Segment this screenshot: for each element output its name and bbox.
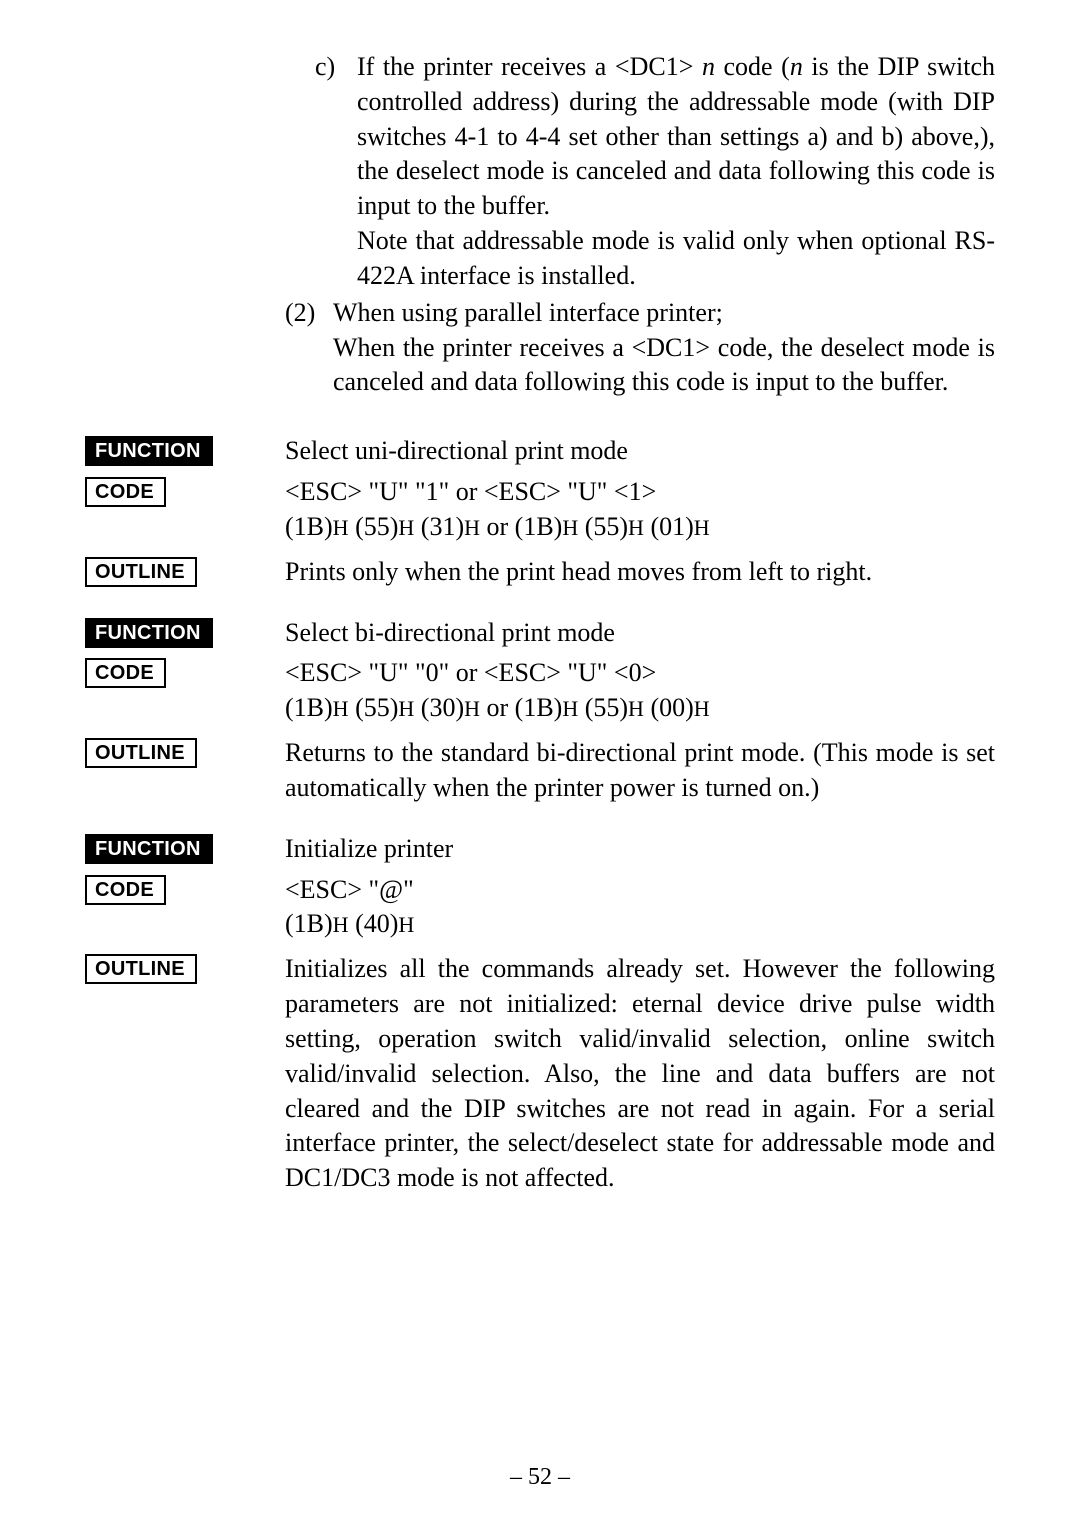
- item-c-n2: n: [790, 52, 803, 81]
- item-c-n1: n: [702, 52, 715, 81]
- hex-h: H: [333, 515, 349, 540]
- hex-p: (30): [414, 693, 464, 722]
- function-text-2: Select bi-directional print mode: [285, 616, 995, 651]
- code-text-3: <ESC> "@" (1B)H (40)H: [285, 873, 995, 943]
- item-2: (2) When using parallel interface printe…: [285, 296, 995, 331]
- item-c-text-1: If the printer receives a <DC1>: [357, 52, 702, 81]
- intro-block: c) If the printer receives a <DC1> n cod…: [285, 50, 995, 400]
- label-col: FUNCTION: [85, 616, 285, 648]
- code-line-3b: (1B)H (40)H: [285, 907, 995, 942]
- item-2-indent: When the printer receives a <DC1> code, …: [333, 331, 995, 401]
- function-label: FUNCTION: [85, 618, 213, 648]
- page-number: – 52 –: [0, 1464, 1080, 1491]
- hex-p: (55): [578, 693, 628, 722]
- label-col: CODE: [85, 656, 285, 688]
- outline-label: OUTLINE: [85, 557, 197, 587]
- hex-h: H: [694, 515, 710, 540]
- item-2-body: When using parallel interface printer;: [333, 296, 723, 331]
- row-outline-3: OUTLINE Initializes all the commands alr…: [85, 952, 995, 1196]
- label-col: CODE: [85, 873, 285, 905]
- hex-p: (01): [644, 512, 694, 541]
- row-outline-2: OUTLINE Returns to the standard bi-direc…: [85, 736, 995, 806]
- label-col: FUNCTION: [85, 832, 285, 864]
- hex-p: (55): [578, 512, 628, 541]
- section-unidirectional: FUNCTION Select uni-directional print mo…: [85, 434, 995, 589]
- code-label: CODE: [85, 477, 166, 507]
- section-initialize: FUNCTION Initialize printer CODE <ESC> "…: [85, 832, 995, 1196]
- code-line-1b: (1B)H (55)H (31)H or (1B)H (55)H (01)H: [285, 510, 995, 545]
- outline-text-1: Prints only when the print head moves fr…: [285, 555, 995, 590]
- code-line-2b: (1B)H (55)H (30)H or (1B)H (55)H (00)H: [285, 691, 995, 726]
- code-line-3a: <ESC> "@": [285, 873, 995, 908]
- hex-p: (1B): [285, 909, 333, 938]
- label-col: OUTLINE: [85, 952, 285, 984]
- hex-p: or (1B): [480, 512, 562, 541]
- hex-h: H: [628, 515, 644, 540]
- hex-h: H: [464, 696, 480, 721]
- hex-h: H: [398, 696, 414, 721]
- hex-p: (00): [644, 693, 694, 722]
- hex-h: H: [562, 696, 578, 721]
- label-col: OUTLINE: [85, 555, 285, 587]
- label-col: OUTLINE: [85, 736, 285, 768]
- hex-h: H: [694, 696, 710, 721]
- code-label: CODE: [85, 658, 166, 688]
- hex-h: H: [333, 696, 349, 721]
- hex-p: (55): [349, 512, 399, 541]
- row-function-1: FUNCTION Select uni-directional print mo…: [85, 434, 995, 469]
- hex-p: (40): [349, 909, 399, 938]
- hex-p: (1B): [285, 512, 333, 541]
- row-function-2: FUNCTION Select bi-directional print mod…: [85, 616, 995, 651]
- function-label: FUNCTION: [85, 436, 213, 466]
- item-c-text-4: Note that addressable mode is valid only…: [357, 224, 995, 294]
- hex-h: H: [333, 912, 349, 937]
- code-text-2: <ESC> "U" "0" or <ESC> "U" <0> (1B)H (55…: [285, 656, 995, 726]
- item-c: c) If the printer receives a <DC1> n cod…: [315, 50, 995, 294]
- hex-h: H: [562, 515, 578, 540]
- row-code-1: CODE <ESC> "U" "1" or <ESC> "U" <1> (1B)…: [85, 475, 995, 545]
- hex-h: H: [398, 515, 414, 540]
- hex-p: or (1B): [480, 693, 562, 722]
- outline-text-3: Initializes all the commands already set…: [285, 952, 995, 1196]
- row-outline-1: OUTLINE Prints only when the print head …: [85, 555, 995, 590]
- row-function-3: FUNCTION Initialize printer: [85, 832, 995, 867]
- hex-p: (1B): [285, 693, 333, 722]
- hex-p: (31): [414, 512, 464, 541]
- hex-h: H: [398, 912, 414, 937]
- function-text-3: Initialize printer: [285, 832, 995, 867]
- item-c-marker: c): [315, 50, 347, 294]
- code-label: CODE: [85, 875, 166, 905]
- item-c-text-2: code (: [715, 52, 790, 81]
- function-label: FUNCTION: [85, 834, 213, 864]
- outline-label: OUTLINE: [85, 738, 197, 768]
- outline-label: OUTLINE: [85, 954, 197, 984]
- label-col: FUNCTION: [85, 434, 285, 466]
- row-code-3: CODE <ESC> "@" (1B)H (40)H: [85, 873, 995, 943]
- hex-p: (55): [349, 693, 399, 722]
- row-code-2: CODE <ESC> "U" "0" or <ESC> "U" <0> (1B)…: [85, 656, 995, 726]
- hex-h: H: [464, 515, 480, 540]
- code-text-1: <ESC> "U" "1" or <ESC> "U" <1> (1B)H (55…: [285, 475, 995, 545]
- label-col: CODE: [85, 475, 285, 507]
- function-text-1: Select uni-directional print mode: [285, 434, 995, 469]
- code-line-1a: <ESC> "U" "1" or <ESC> "U" <1>: [285, 475, 995, 510]
- section-bidirectional: FUNCTION Select bi-directional print mod…: [85, 616, 995, 806]
- code-line-2a: <ESC> "U" "0" or <ESC> "U" <0>: [285, 656, 995, 691]
- item-c-body: If the printer receives a <DC1> n code (…: [357, 50, 995, 294]
- item-2-marker: (2): [285, 296, 323, 331]
- outline-text-2: Returns to the standard bi-directional p…: [285, 736, 995, 806]
- hex-h: H: [628, 696, 644, 721]
